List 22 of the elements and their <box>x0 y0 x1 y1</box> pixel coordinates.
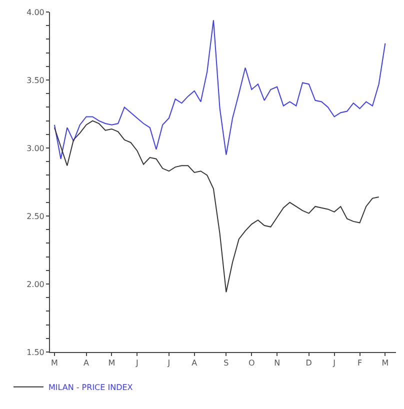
line-series <box>54 120 380 293</box>
x-tick-label: N <box>274 358 280 368</box>
y-tick-label: 2.50 <box>26 212 44 221</box>
x-tick-label: D <box>306 358 312 368</box>
line-series <box>54 20 386 160</box>
x-tick-label: M <box>108 358 116 368</box>
x-tick-label: F <box>357 358 362 368</box>
y-tick-label: 3.00 <box>26 144 44 153</box>
x-tick-label: A <box>84 358 90 368</box>
x-tick-label: O <box>248 358 255 368</box>
x-tick-label: J <box>332 358 336 368</box>
x-tick-label: M <box>50 358 58 368</box>
legend-label: MILAN - PRICE INDEX <box>48 383 134 392</box>
y-tick-label: 3.50 <box>26 76 44 85</box>
y-tick-label: 1.50 <box>26 348 44 357</box>
y-tick-label: 2.00 <box>26 280 44 289</box>
x-tick-label: S <box>224 358 229 368</box>
x-tick-label: A <box>192 358 198 368</box>
x-tick-label: J <box>134 358 138 368</box>
x-tick-label: M <box>382 358 389 368</box>
y-tick-label: 4.00 <box>26 8 44 17</box>
x-tick-label: J <box>166 358 170 368</box>
